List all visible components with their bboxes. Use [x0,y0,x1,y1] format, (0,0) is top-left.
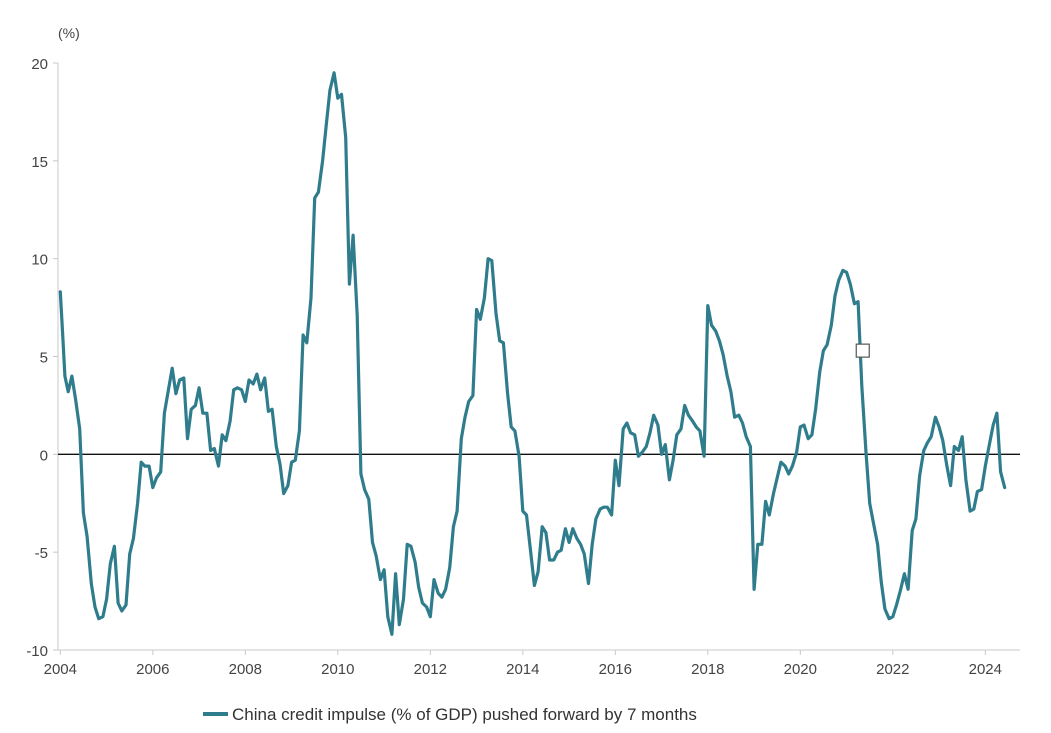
x-tick-label: 2008 [229,661,262,678]
x-tick-label: 2022 [876,661,909,678]
y-tick-label: 20 [31,56,48,73]
x-tick-label: 2024 [969,661,1002,678]
series-group [58,71,1007,636]
x-tick-label: 2006 [136,661,169,678]
x-tick-label: 2018 [691,661,724,678]
x-tick-label: 2020 [784,661,817,678]
y-tick-label: -5 [35,545,48,562]
x-tick-label: 2016 [599,661,632,678]
series-line [58,71,1007,636]
y-tick-label: 10 [31,252,48,269]
y-tick-label: -10 [26,643,48,660]
x-tick-label: 2004 [44,661,77,678]
legend: China credit impulse (% of GDP) pushed f… [203,705,697,724]
x-tick-label: 2012 [414,661,447,678]
y-axis-ticks: 20 15 10 5 0 -5 -10 [26,56,58,660]
y-tick-label: 15 [31,154,48,171]
x-tick-label: 2010 [321,661,354,678]
x-tick-label: 2014 [506,661,539,678]
annotation-square-marker [855,343,870,358]
y-axis-unit-label: (%) [58,25,80,41]
x-axis-ticks: 2004 2006 2008 2010 2012 2014 2016 2018 2020 2022… [44,650,1002,678]
legend-label: China credit impulse (% of GDP) pushed f… [232,705,697,724]
y-tick-label: 0 [40,447,48,464]
y-tick-label: 5 [40,350,48,367]
